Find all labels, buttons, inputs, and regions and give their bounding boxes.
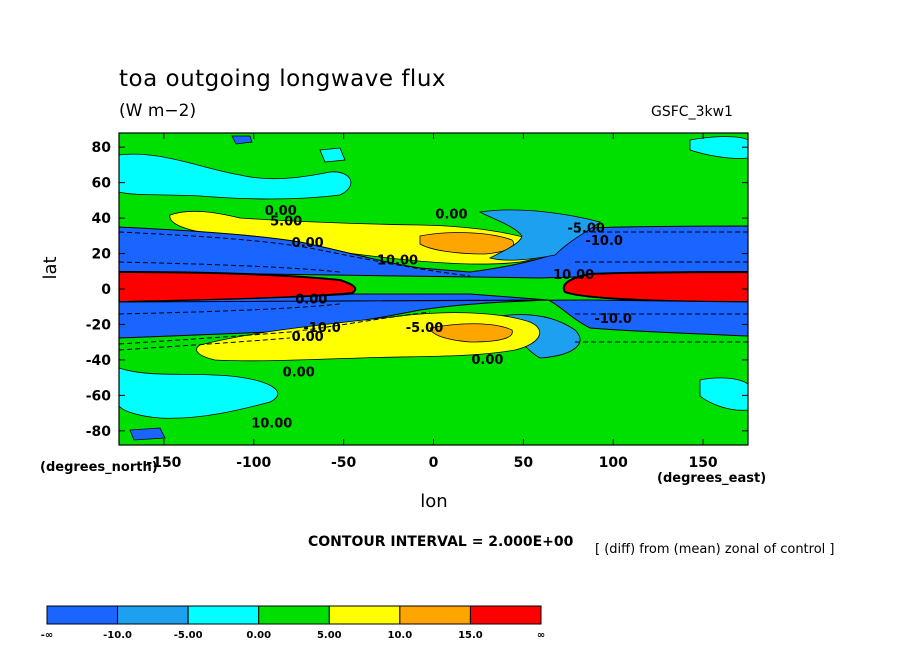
diff-note: [ (diff) from (mean) zonal of control ] (595, 542, 835, 557)
y-tick-label: -20 (86, 317, 112, 333)
y-tick-label: -40 (86, 353, 112, 369)
chart-title: toa outgoing longwave flux (119, 66, 447, 92)
axes: -150 -100 -50 0 50 100 150 -80 -60 -40 -20 0 20 40 60 8… (86, 133, 748, 471)
colorbar-swatch (46, 605, 119, 625)
colorbar-label: ∞ (537, 630, 545, 641)
contour-label: 10.00 (553, 268, 594, 283)
x-tick-label: -50 (331, 455, 357, 471)
contour-label: 0.00 (435, 208, 467, 223)
chart-units: (W m−2) (119, 101, 197, 121)
colorbar-swatch (469, 605, 542, 625)
x-axis-units: (degrees_east) (657, 471, 767, 486)
contour-label: -5.00 (406, 321, 443, 336)
x-tick-label: 0 (429, 455, 439, 471)
field-hot-south (429, 323, 513, 343)
x-axis-label: lon (420, 491, 448, 512)
y-tick-label: 80 (92, 140, 112, 156)
field-neg-north-3 (689, 136, 748, 159)
field-neg-north-2 (231, 135, 253, 145)
field-neg-north-4 (319, 147, 346, 163)
colorbar-label: -5.00 (174, 630, 203, 641)
colorbar-swatch (399, 605, 471, 625)
colorbar-label: -∞ (41, 630, 53, 641)
y-tick-label: -60 (86, 388, 112, 404)
field-neg-south-3 (129, 427, 166, 441)
contour-label: 10.00 (251, 417, 292, 432)
run-label: GSFC_3kw1 (651, 104, 733, 120)
field-mid-north (478, 209, 601, 261)
colorbar: -∞ -10.0 -5.00 0.00 5.00 10.0 15.0 ∞ (41, 605, 545, 641)
x-tick-label: 50 (514, 455, 534, 471)
colorbar-label: 0.00 (246, 630, 271, 641)
contour-label: 5.00 (270, 215, 302, 230)
x-tick-label: -100 (236, 455, 271, 471)
contour-label: 0.00 (265, 204, 297, 219)
x-tick-label: -150 (146, 455, 181, 471)
colorbar-label: -10.0 (103, 630, 132, 641)
colorbar-swatch (258, 605, 330, 625)
x-tick-label: 100 (599, 455, 628, 471)
contour-label: -10.0 (303, 321, 340, 336)
contour-fields (119, 133, 748, 445)
contour-interval-text: CONTOUR INTERVAL = 2.000E+00 (308, 534, 574, 550)
colorbar-swatch (187, 605, 260, 625)
field-neg-north (119, 153, 352, 200)
contour-label: 0.00 (292, 236, 324, 251)
contour-label: -5.00 (568, 222, 605, 237)
y-tick-label: 0 (101, 282, 111, 298)
contour-label: 0.00 (471, 353, 503, 368)
contour-label: -10.0 (585, 234, 622, 249)
contour-labels: 0.005.000.0010.000.00-5.00-10.010.000.00… (251, 204, 632, 432)
y-axis-units: (degrees_north) (40, 460, 158, 475)
field-neg-band-north (119, 225, 748, 279)
y-tick-label: 20 (92, 247, 112, 263)
y-tick-label: 60 (92, 176, 112, 192)
negative-contours (119, 231, 748, 351)
contour-label: 0.00 (295, 293, 327, 308)
contour-label: 10.00 (377, 254, 418, 269)
colorbar-label: 10.0 (388, 630, 413, 641)
field-neg-south (119, 367, 279, 419)
colorbar-swatch (328, 605, 401, 625)
y-tick-label: -80 (86, 424, 112, 440)
x-tick-label: 150 (688, 455, 717, 471)
colorbar-label: 5.00 (317, 630, 342, 641)
y-tick-label: 40 (92, 211, 112, 227)
contour-label: 0.00 (292, 330, 324, 345)
colorbar-swatch (117, 605, 189, 625)
colorbar-label: 15.0 (458, 630, 483, 641)
field-neg-south-2 (699, 377, 748, 411)
contour-label: 0.00 (283, 365, 315, 380)
contour-label: -10.0 (594, 312, 631, 327)
